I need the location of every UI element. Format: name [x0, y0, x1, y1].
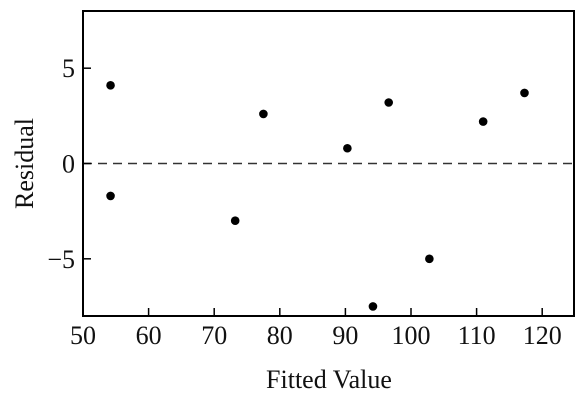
y-axis-label: Residual [10, 118, 39, 209]
x-axis-label: Fitted Value [266, 365, 392, 394]
x-tick-label: 80 [267, 321, 293, 350]
y-tick-label: −5 [47, 245, 75, 274]
x-tick-label: 110 [458, 321, 496, 350]
x-axis-ticks: 50 60 70 80 90 100 110 120 [70, 308, 562, 350]
data-point [259, 109, 268, 119]
data-point [230, 216, 240, 225]
y-axis-ticks: −5 0 5 [47, 54, 91, 274]
data-point [425, 254, 434, 264]
x-tick-label: 100 [392, 321, 431, 350]
data-point [384, 98, 393, 107]
data-point [478, 117, 488, 126]
y-tick-label: 0 [62, 150, 75, 179]
points-layer [106, 81, 529, 311]
x-tick-label: 50 [70, 321, 96, 350]
data-point [106, 81, 115, 90]
x-tick-label: 90 [332, 321, 358, 350]
x-tick-label: 120 [523, 321, 562, 350]
data-point [520, 88, 529, 98]
x-tick-label: 70 [201, 321, 227, 350]
data-point [368, 302, 378, 311]
x-tick-label: 60 [136, 321, 162, 350]
data-point [106, 191, 115, 201]
y-tick-label: 5 [62, 54, 75, 83]
data-point [343, 143, 352, 153]
